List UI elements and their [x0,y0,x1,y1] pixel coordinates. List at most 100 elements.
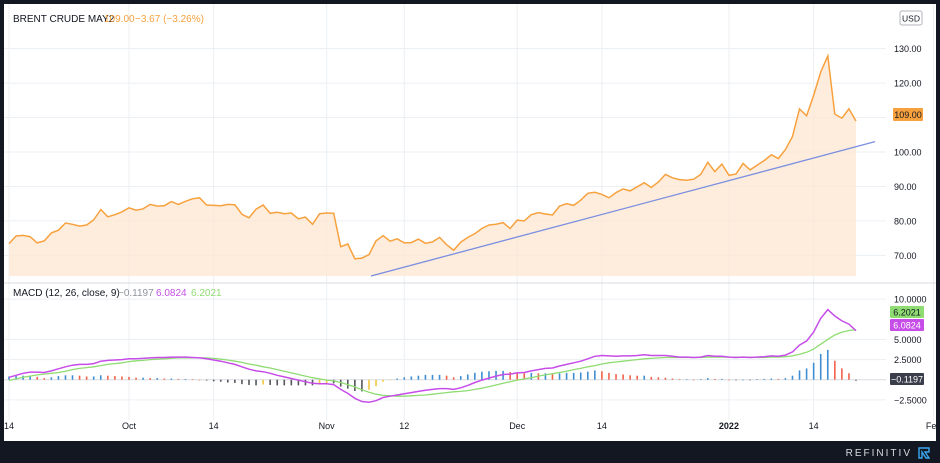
histogram-bar [459,376,462,380]
histogram-bar [304,379,307,386]
time-axis-tick: 12 [399,421,409,431]
histogram-bar [706,378,709,380]
histogram-bar [692,379,695,381]
time-axis-tick: 14 [209,421,219,431]
histogram-bar [466,374,469,380]
histogram-bar [438,374,441,380]
histogram-bar [784,378,787,380]
price-axis-tick: 70.00 [894,251,917,261]
histogram-bar [29,375,31,380]
refinitiv-mark-icon [918,447,930,459]
time-axis-tick: 14 [4,421,14,431]
histogram-bar [558,373,561,380]
histogram-bar [403,377,406,380]
histogram-bar [657,377,660,380]
histogram-bar [234,379,236,383]
grid-lines [4,4,935,420]
header-price: 109.00 [104,14,135,25]
histogram-bar [177,378,180,380]
signal-line [8,329,857,397]
histogram-bar [452,377,455,380]
macd-title: MACD (12, 26, close, 9) [13,288,120,299]
histogram-bar [227,379,229,383]
histogram-bar [107,375,109,380]
histogram-bar [812,362,815,380]
histogram-bar [85,376,88,380]
histogram-bar [551,374,554,380]
macd-axis-tick: 2.5000 [894,355,922,365]
histogram-bar [586,371,589,380]
histogram-bar [57,376,60,380]
histogram-bar [297,379,300,386]
trendline[interactable] [370,141,876,277]
histogram-bar [78,375,81,380]
histogram-bar [205,379,208,381]
histogram-bar [572,372,575,380]
histogram-bar [495,370,497,380]
price-pane[interactable] [8,53,876,277]
histogram-bar [678,379,681,380]
histogram-bar [615,374,617,380]
histogram-bar [198,379,201,381]
histogram-bar [219,379,222,382]
last-price-badge: 109.00 [893,108,923,121]
currency-button[interactable]: USD [899,10,923,26]
histogram-bar [770,378,773,380]
histogram-bar [445,375,448,380]
histogram-bar [64,375,67,380]
histogram-bar [424,374,427,380]
histogram-bar [643,375,646,380]
histogram-bar [509,372,511,380]
symbol-legend: BRENT CRUDE MAY2 109.00 −3.67 (−3.26%) [13,14,204,25]
histogram-bar [410,376,413,380]
histogram-bar [629,375,631,380]
macd-axis-tick: 5.0000 [894,335,922,345]
signal-badge-text: 6.2021 [893,308,921,318]
histogram-bar [142,377,144,380]
symbol-name: BRENT CRUDE MAY2 [13,14,115,25]
histogram-bar [826,349,829,380]
hist-badge-text: −0.1197 [891,375,923,385]
histogram-bar [163,378,166,380]
time-axis[interactable]: 14Oct14Nov12Dec14202214Feb14Mar14 [4,421,936,431]
histogram-bar [834,360,836,380]
macd-axis[interactable]: 10.0000 5.0000 2.5000 −2.5000 [894,295,927,406]
histogram-bar [685,379,688,380]
histogram-bar [791,375,794,380]
histogram-bar [389,379,391,381]
currency-label[interactable]: USD [902,14,920,24]
macd-pane[interactable] [4,308,886,404]
histogram-bar [579,372,582,380]
histogram-bar [798,370,801,380]
histogram-bar [135,377,137,380]
histogram-bar [565,372,568,380]
histogram-bar [276,379,279,386]
histogram-bar [170,378,173,380]
histogram-bar [92,376,95,380]
price-axis-tick: 90.00 [894,182,917,192]
histogram-bar [8,376,10,380]
histogram-bar [354,379,356,392]
histogram-bar [99,375,102,380]
histogram-bar [255,379,257,386]
histogram-bar [269,379,271,385]
histogram-bar [502,370,504,380]
macd-badges: 6.2021 6.0824 −0.1197 [890,306,924,385]
histogram-bar [43,378,46,380]
histogram-bar [721,378,723,380]
histogram-bar [664,377,667,380]
signal-value: 6.2021 [191,288,222,299]
currency-button-frame[interactable] [899,10,923,26]
time-axis-tick: Feb [926,421,936,431]
time-axis-tick: Dec [509,421,526,431]
histogram-bar [714,378,716,380]
histogram-bar [523,373,526,380]
price-line[interactable] [8,53,857,260]
histogram-bar [699,379,702,380]
chart-canvas: 130.00120.00110.00100.0090.0080.0070.00 … [4,4,936,441]
histogram-bar [417,375,420,380]
histogram-bar [149,378,151,380]
histogram-bar [71,375,74,380]
macd-badge-text: 6.0824 [893,321,921,331]
